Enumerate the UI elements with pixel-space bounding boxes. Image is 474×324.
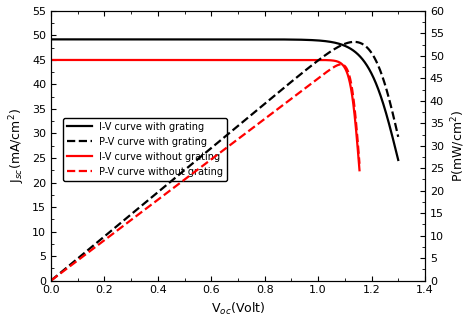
I-V curve with grating xyxy=(301,38,306,42)
P-V curve without grating xyxy=(332,65,337,69)
Y-axis label: J$_{sc}$(mA/cm$^2$): J$_{sc}$(mA/cm$^2$) xyxy=(7,108,27,183)
I-V curve without grating xyxy=(180,58,186,62)
P-V curve with grating xyxy=(301,70,306,74)
I-V curve with grating xyxy=(197,38,202,41)
P-V curve without grating xyxy=(272,109,278,113)
P-V curve without grating xyxy=(356,162,362,166)
Line: I-V curve with grating: I-V curve with grating xyxy=(51,40,398,160)
P-V curve without grating xyxy=(178,180,183,184)
P-V curve with grating xyxy=(395,135,401,139)
P-V curve without grating xyxy=(48,279,54,283)
P-V curve with grating xyxy=(385,92,391,96)
I-V curve without grating xyxy=(347,81,353,85)
Line: P-V curve without grating: P-V curve without grating xyxy=(51,64,359,281)
P-V curve with grating xyxy=(367,49,373,53)
P-V curve without grating xyxy=(347,76,353,80)
I-V curve without grating xyxy=(195,58,201,62)
P-V curve with grating xyxy=(197,156,202,159)
P-V curve with grating xyxy=(48,279,54,283)
I-V curve without grating xyxy=(48,58,54,62)
Legend: I-V curve with grating, P-V curve with grating, I-V curve without grating, P-V c: I-V curve with grating, P-V curve with g… xyxy=(64,118,228,180)
I-V curve with grating xyxy=(367,69,373,73)
I-V curve with grating xyxy=(395,158,401,162)
P-V curve without grating xyxy=(338,63,344,66)
Y-axis label: P(mW/cm$^2$): P(mW/cm$^2$) xyxy=(449,110,467,182)
I-V curve without grating xyxy=(178,58,183,62)
I-V curve with grating xyxy=(48,38,54,41)
I-V curve with grating xyxy=(385,116,391,120)
P-V curve without grating xyxy=(195,168,201,171)
I-V curve without grating xyxy=(272,58,278,62)
P-V curve with grating xyxy=(213,142,219,146)
P-V curve with grating xyxy=(194,158,200,162)
Line: I-V curve without grating: I-V curve without grating xyxy=(51,60,359,170)
X-axis label: V$_{oc}$(Volt): V$_{oc}$(Volt) xyxy=(211,301,265,317)
I-V curve with grating xyxy=(194,38,200,41)
Line: P-V curve with grating: P-V curve with grating xyxy=(51,42,398,281)
P-V curve without grating xyxy=(180,179,186,182)
I-V curve with grating xyxy=(213,38,219,41)
I-V curve without grating xyxy=(356,168,362,172)
P-V curve with grating xyxy=(351,40,357,44)
I-V curve without grating xyxy=(332,59,337,63)
